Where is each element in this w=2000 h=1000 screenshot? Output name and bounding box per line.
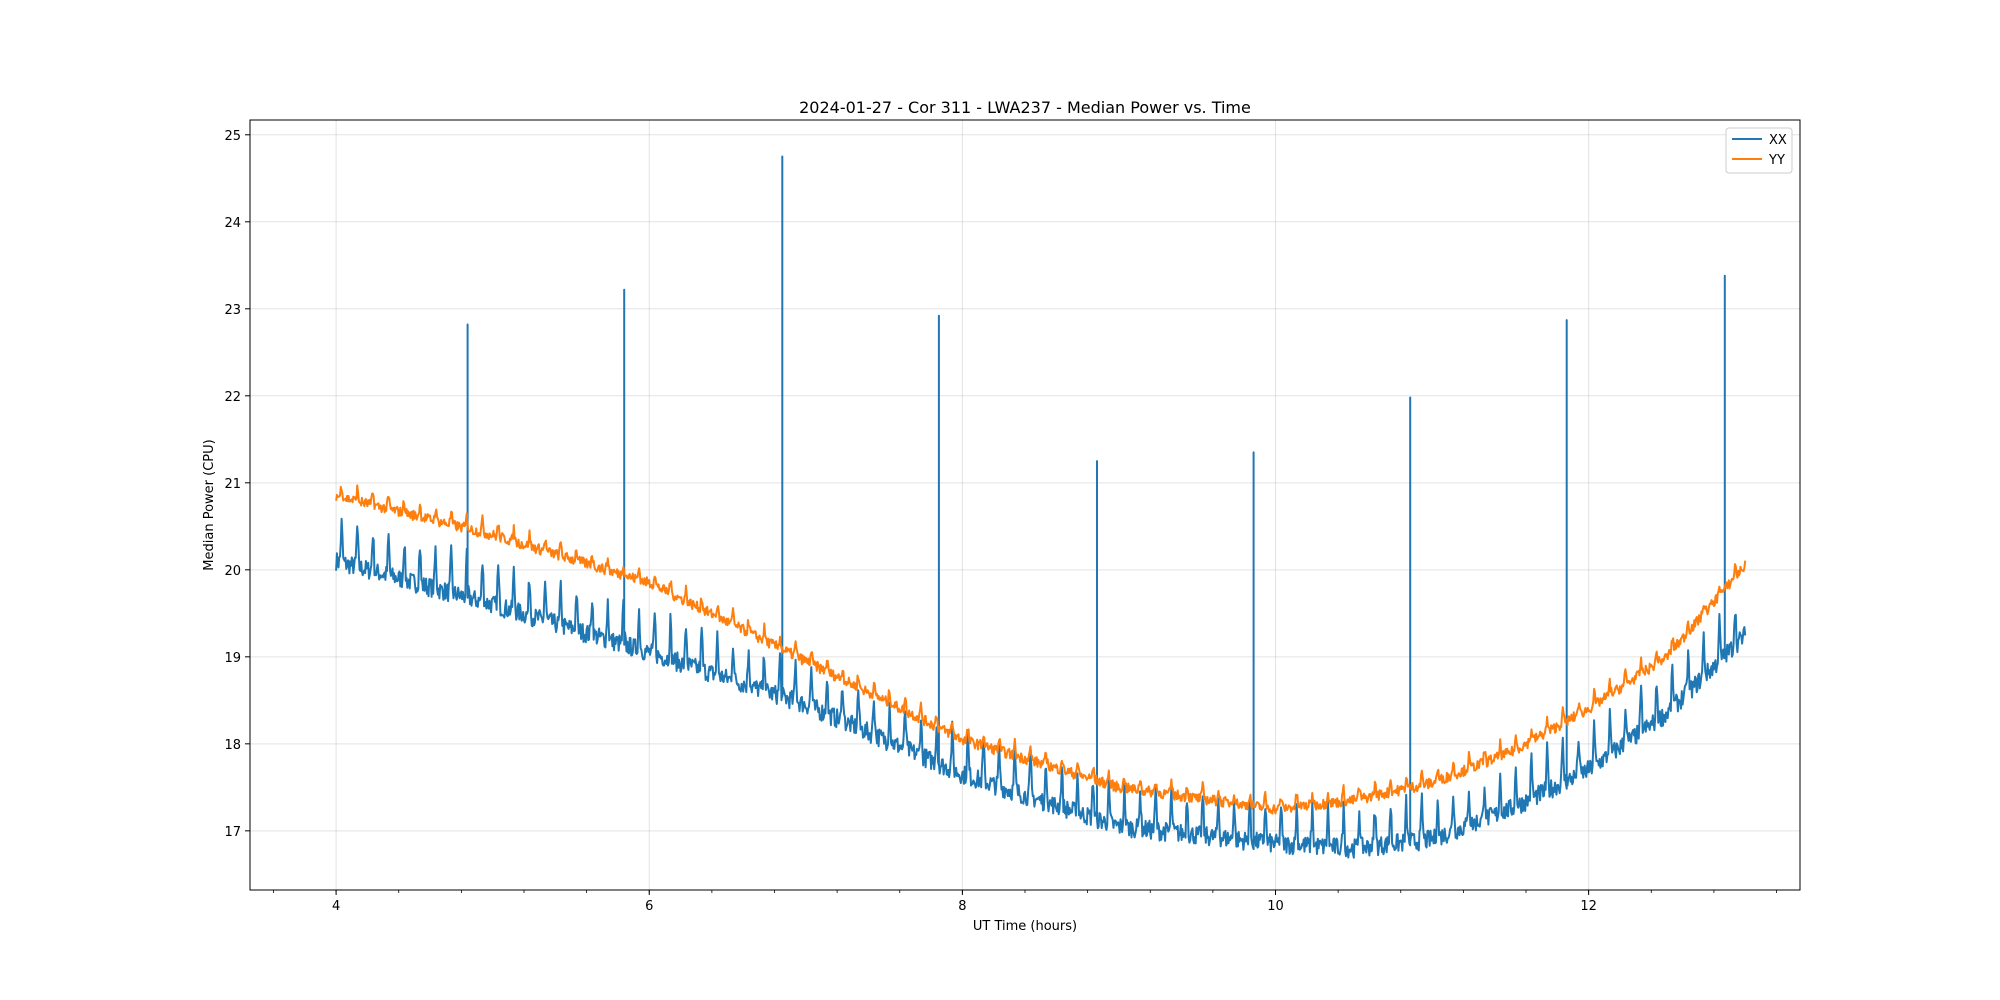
y-tick-label: 23	[224, 303, 241, 318]
y-tick-label: 18	[224, 738, 241, 753]
y-tick-label: 17	[224, 825, 241, 840]
series-layer	[335, 155, 1747, 859]
y-axis-label: Median Power (CPU)	[202, 439, 217, 570]
x-tick-label: 12	[1580, 899, 1597, 914]
grid	[250, 120, 1800, 890]
y-tick-label: 22	[224, 390, 241, 405]
x-tick-label: 10	[1267, 899, 1284, 914]
x-axis-label: UT Time (hours)	[973, 919, 1077, 934]
x-tick-label: 4	[332, 899, 340, 914]
y-tick-label: 24	[224, 216, 241, 231]
chart-title: 2024-01-27 - Cor 311 - LWA237 - Median P…	[799, 98, 1251, 117]
series-yy-line	[335, 484, 1747, 815]
legend-label-xx: XX	[1769, 133, 1787, 148]
legend: XX YY	[1725, 127, 1793, 174]
x-tick-label: 8	[958, 899, 966, 914]
series-xx-line	[335, 155, 1747, 859]
y-tick-label: 20	[224, 564, 241, 579]
y-tick-label: 25	[224, 129, 241, 144]
y-tick-label: 21	[224, 477, 241, 492]
x-tick-label: 6	[645, 899, 653, 914]
y-tick-label: 19	[224, 651, 241, 666]
x-axis: 4 6 8 10 12	[273, 890, 1777, 914]
legend-label-yy: YY	[1768, 153, 1785, 168]
y-axis: 17 18 19 20 21 22 23 24 25	[224, 129, 250, 840]
